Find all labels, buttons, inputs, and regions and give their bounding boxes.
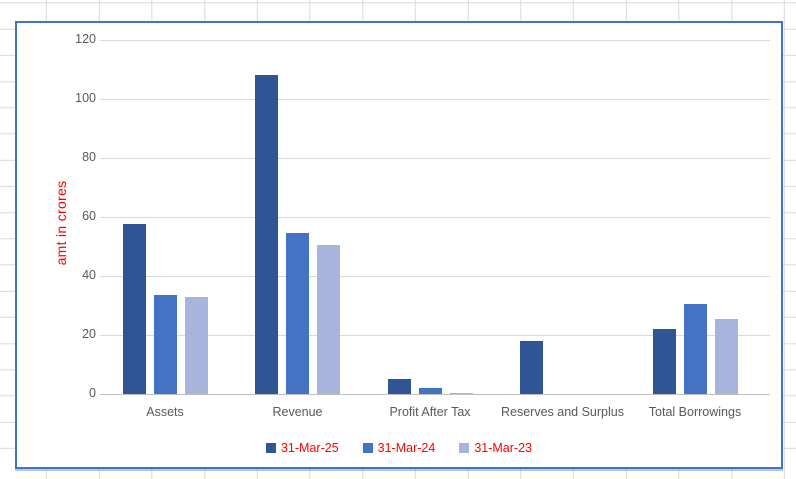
bar-31-Mar-23-profit-after-tax[interactable] (449, 392, 473, 394)
y-tick-label: 120 (75, 32, 96, 46)
y-tick-label: 60 (82, 209, 96, 223)
category-label: Revenue (272, 405, 323, 419)
y-gridline (100, 40, 770, 41)
y-tick-label: 100 (75, 91, 96, 105)
legend-label: 31-Mar-25 (280, 441, 339, 455)
bar-31-Mar-25-assets[interactable] (122, 224, 146, 394)
bar-31-Mar-23-total-borrowings[interactable] (714, 318, 738, 394)
bar-31-Mar-24-profit-after-tax[interactable] (418, 388, 442, 394)
category-label: Assets (146, 405, 184, 419)
y-tick-label: 40 (82, 268, 96, 282)
bar-31-Mar-25-profit-after-tax[interactable] (387, 379, 411, 394)
legend-label: 31-Mar-23 (474, 441, 532, 455)
legend-label: 31-Mar-24 (377, 441, 436, 455)
legend-item-31-Mar-25[interactable]: 31-Mar-25 (265, 441, 339, 455)
legend-item-31-Mar-24[interactable]: 31-Mar-24 (362, 441, 436, 455)
bar-31-Mar-25-revenue[interactable] (255, 75, 278, 394)
bar-31-Mar-25-total-borrowings[interactable] (652, 329, 676, 394)
y-gridline (100, 276, 770, 277)
bar-31-Mar-24-total-borrowings[interactable] (683, 304, 707, 394)
y-gridline (100, 217, 770, 218)
chart-legend[interactable]: 31-Mar-25 31-Mar-24 31-Mar-23 (15, 441, 783, 455)
y-tick-label: 20 (82, 327, 96, 341)
legend-swatch-icon (362, 443, 373, 453)
bar-31-Mar-25-reserves-and-surplus[interactable] (520, 340, 543, 394)
x-axis-line (100, 394, 770, 395)
bar-31-Mar-23-assets[interactable] (184, 296, 208, 394)
y-gridline (100, 335, 770, 336)
legend-swatch-icon (265, 443, 276, 453)
legend-item-31-Mar-23[interactable]: 31-Mar-23 (459, 441, 532, 455)
category-label: Profit After Tax (389, 405, 471, 419)
category-label: Reserves and Surplus (501, 405, 624, 419)
bar-chart-object[interactable]: amt in crores 0 20 40 60 80 100 120 Assets Reve… (15, 21, 783, 469)
y-gridline (100, 158, 770, 159)
y-tick-label: 0 (89, 386, 96, 400)
bar-31-Mar-24-revenue[interactable] (286, 233, 309, 394)
bar-31-Mar-23-revenue[interactable] (317, 245, 340, 394)
category-label: Total Borrowings (648, 405, 742, 419)
legend-swatch-icon (459, 443, 470, 453)
bar-31-Mar-24-assets[interactable] (153, 295, 177, 394)
y-tick-label: 80 (82, 150, 96, 164)
y-gridline (100, 99, 770, 100)
